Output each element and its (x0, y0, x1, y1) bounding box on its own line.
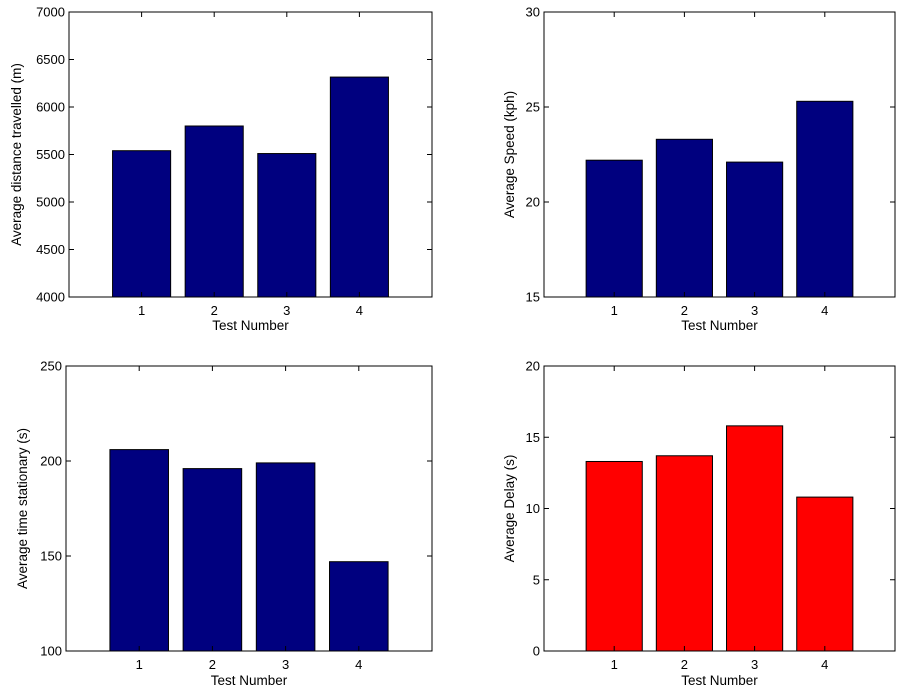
x-tick-label: 1 (138, 303, 145, 318)
x-tick-label: 3 (751, 657, 758, 672)
y-tick-label: 200 (40, 454, 62, 469)
y-axis-label: Average Delay (s) (502, 455, 517, 563)
y-tick-label: 30 (526, 5, 540, 20)
y-tick-label: 10 (526, 501, 540, 516)
x-tick-label: 1 (611, 303, 618, 318)
y-tick-label: 4500 (36, 242, 65, 257)
x-tick-label: 4 (821, 303, 828, 318)
x-tick-label: 3 (282, 657, 289, 672)
bar-1 (585, 460, 643, 652)
bar-1 (585, 159, 643, 298)
bar-2 (184, 125, 244, 298)
x-tick-label: 3 (283, 303, 290, 318)
x-axis-label: Test Number (211, 673, 288, 688)
bar-4 (329, 76, 389, 298)
chart-panel-2: 15 20 25 30 1 2 3 4 Test Number Average Speed (kp… (502, 5, 896, 333)
bar-3 (726, 425, 784, 652)
y-tick-label: 150 (40, 549, 62, 564)
bar-4 (796, 100, 854, 298)
y-tick-label: 20 (526, 359, 540, 374)
y-tick-label: 250 (40, 359, 62, 374)
chart-panel-3: 100 150 200 250 1 2 3 4 Test Number Average time … (15, 359, 433, 688)
bar-1 (112, 150, 172, 298)
bar-2 (182, 468, 243, 652)
y-tick-label: 7000 (36, 5, 65, 20)
bar-4 (329, 561, 389, 652)
bar-2 (655, 138, 713, 298)
bar-3 (257, 153, 317, 298)
chart-panel-1: 4000 4500 5000 5500 6000 6500 7000 1 2 3 4 Test Num… (9, 5, 433, 333)
x-tick-label: 2 (211, 303, 218, 318)
chart-panel-4: 0 5 10 15 20 1 2 3 4 Test Number Average Delay (s) (502, 359, 896, 688)
y-tick-label: 5000 (36, 195, 65, 210)
x-tick-label: 1 (136, 657, 143, 672)
x-tick-label: 1 (611, 657, 618, 672)
y-tick-label: 20 (526, 195, 540, 210)
y-tick-label: 6500 (36, 52, 65, 67)
x-tick-label: 4 (355, 657, 362, 672)
y-axis-label: Average Speed (kph) (502, 91, 517, 218)
bar-1 (109, 449, 169, 652)
axes-box (65, 365, 433, 652)
y-tick-label: 0 (533, 644, 540, 659)
y-tick-label: 15 (526, 430, 540, 445)
y-axis-label: Average time stationary (s) (15, 428, 30, 589)
y-tick-label: 15 (526, 290, 540, 305)
x-tick-label: 2 (209, 657, 216, 672)
x-axis-label: Test Number (681, 673, 758, 688)
y-axis-label: Average distance travelled (m) (9, 63, 24, 246)
x-tick-label: 2 (681, 303, 688, 318)
bar-2 (655, 455, 713, 652)
y-tick-label: 4000 (36, 290, 65, 305)
x-axis-label: Test Number (681, 318, 758, 333)
x-tick-label: 3 (751, 303, 758, 318)
bar-4 (796, 496, 854, 652)
axes-box (543, 11, 896, 298)
y-tick-label: 5 (533, 572, 540, 587)
bar-3 (726, 161, 784, 298)
y-tick-label: 25 (526, 100, 540, 115)
y-tick-label: 5500 (36, 147, 65, 162)
x-tick-label: 4 (821, 657, 828, 672)
y-tick-label: 6000 (36, 100, 65, 115)
x-axis-label: Test Number (212, 318, 289, 333)
bar-3 (255, 462, 316, 652)
x-tick-label: 4 (356, 303, 363, 318)
x-tick-label: 2 (681, 657, 688, 672)
y-tick-label: 100 (40, 644, 62, 659)
